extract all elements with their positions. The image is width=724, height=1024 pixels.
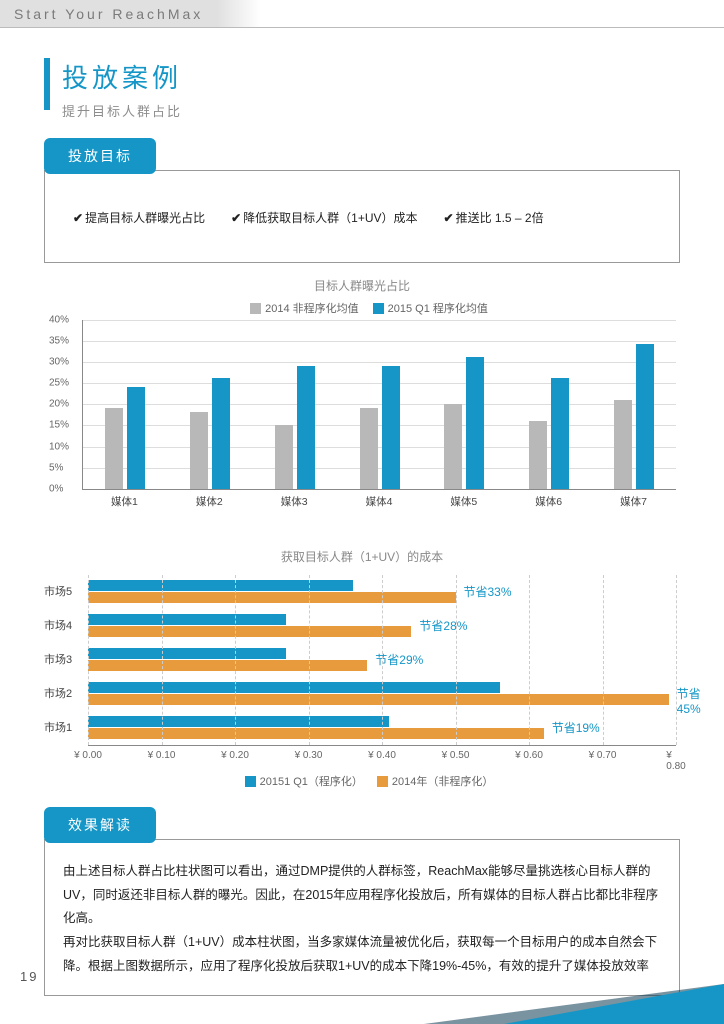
result-box: 由上述目标人群占比柱状图可以看出，通过DMP提供的人群标签，ReachMax能够… <box>44 839 680 996</box>
goal-section-label: 投放目标 <box>44 138 156 174</box>
savings-label: 节省45% <box>677 685 701 716</box>
bar-2014 <box>360 408 378 489</box>
chart2-legend: 20151 Q1（程序化） 2014年（非程序化） <box>44 773 680 789</box>
legend-label: 2015 Q1 程序化均值 <box>388 303 488 315</box>
page-content: 投放案例 提升目标人群占比 投放目标 提高目标人群曝光占比 降低获取目标人群（1+… <box>0 28 724 996</box>
bar-2014 <box>529 421 547 489</box>
hbar-nonprogrammatic <box>88 660 367 671</box>
bar-2014 <box>444 404 462 489</box>
bar-2015 <box>212 378 230 489</box>
yaxis-tick: 15% <box>49 420 69 431</box>
title-accent-bar <box>44 58 50 110</box>
yaxis-tick: 35% <box>49 335 69 346</box>
xaxis-tick: ¥ 0.00 <box>74 750 102 761</box>
bar-2015 <box>551 378 569 489</box>
bar-chart-cost: 市场5节省33%市场4节省28%市场3节省29%市场2节省45%市场1节省19% <box>88 575 676 745</box>
yaxis-tick: 20% <box>49 399 69 410</box>
page-title: 投放案例 <box>62 58 182 95</box>
legend-swatch <box>373 303 384 314</box>
goals-box: 提高目标人群曝光占比 降低获取目标人群（1+UV）成本 推送比 1.5 – 2倍 <box>44 170 680 263</box>
yaxis-tick: 40% <box>49 314 69 325</box>
yaxis-tick: 市场5 <box>44 583 72 599</box>
document-header: Start Your ReachMax <box>0 0 724 28</box>
yaxis-tick: 25% <box>49 378 69 389</box>
xaxis-tick: ¥ 0.70 <box>589 750 617 761</box>
xaxis-tick: ¥ 0.80 <box>666 750 685 772</box>
goal-item: 降低获取目标人群（1+UV）成本 <box>231 207 417 230</box>
bar-2014 <box>190 412 208 489</box>
yaxis-tick: 0% <box>49 483 63 494</box>
hbar-programmatic <box>88 648 286 659</box>
xaxis-tick: 媒体2 <box>196 494 223 509</box>
bar-2014 <box>275 425 293 489</box>
bar-2014 <box>614 400 632 489</box>
hbar-programmatic <box>88 716 389 727</box>
hbar-programmatic <box>88 682 500 693</box>
chart1-legend: 2014 非程序化均值 2015 Q1 程序化均值 <box>44 300 680 316</box>
yaxis-tick: 5% <box>49 462 63 473</box>
hbar-nonprogrammatic <box>88 592 456 603</box>
chart1-xaxis: 媒体1 媒体2 媒体3 媒体4 媒体5 媒体6 媒体7 <box>82 490 676 508</box>
xaxis-tick: ¥ 0.10 <box>148 750 176 761</box>
hbar-nonprogrammatic <box>88 694 669 705</box>
yaxis-tick: 30% <box>49 357 69 368</box>
yaxis-tick: 市场3 <box>44 651 72 667</box>
page-number: 19 <box>20 969 38 984</box>
xaxis-tick: 媒体5 <box>450 494 477 509</box>
hbar-programmatic <box>88 614 286 625</box>
legend-swatch <box>377 776 388 787</box>
xaxis-tick: ¥ 0.30 <box>295 750 323 761</box>
savings-label: 节省33% <box>464 583 512 600</box>
xaxis-tick: 媒体7 <box>620 494 647 509</box>
hbar-nonprogrammatic <box>88 728 544 739</box>
chart1-title: 目标人群曝光占比 <box>44 277 680 294</box>
bar-2015 <box>127 387 145 489</box>
xaxis-tick: ¥ 0.20 <box>221 750 249 761</box>
yaxis-tick: 市场1 <box>44 719 72 735</box>
bar-2014 <box>105 408 123 489</box>
yaxis-tick: 市场4 <box>44 617 72 633</box>
bar-2015 <box>382 366 400 489</box>
xaxis-tick: ¥ 0.60 <box>515 750 543 761</box>
hbar-programmatic <box>88 580 353 591</box>
page-subtitle: 提升目标人群占比 <box>62 101 182 120</box>
legend-swatch <box>245 776 256 787</box>
footer-triangle-blue <box>504 984 724 1024</box>
bar-2015 <box>466 357 484 489</box>
savings-label: 节省28% <box>419 617 467 634</box>
legend-label: 20151 Q1（程序化） <box>260 776 363 788</box>
xaxis-tick: 媒体3 <box>281 494 308 509</box>
bar-chart-exposure: 0%5%10%15%20%25%30%35%40% <box>82 320 676 490</box>
yaxis-tick: 市场2 <box>44 685 72 701</box>
chart2-xaxis: ¥ 0.00¥ 0.10¥ 0.20¥ 0.30¥ 0.40¥ 0.50¥ 0.… <box>88 745 676 767</box>
goal-item: 提高目标人群曝光占比 <box>73 207 205 230</box>
legend-label: 2014年（非程序化） <box>392 776 493 788</box>
xaxis-tick: ¥ 0.40 <box>368 750 396 761</box>
bar-2015 <box>636 344 654 489</box>
xaxis-tick: 媒体1 <box>111 494 138 509</box>
xaxis-tick: ¥ 0.50 <box>442 750 470 761</box>
goal-item: 推送比 1.5 – 2倍 <box>444 207 544 230</box>
xaxis-tick: 媒体6 <box>535 494 562 509</box>
yaxis-tick: 10% <box>49 441 69 452</box>
legend-swatch <box>250 303 261 314</box>
hbar-nonprogrammatic <box>88 626 411 637</box>
result-section-label: 效果解读 <box>44 807 156 843</box>
legend-label: 2014 非程序化均值 <box>265 303 359 315</box>
chart2-title: 获取目标人群（1+UV）的成本 <box>44 548 680 565</box>
savings-label: 节省19% <box>552 719 600 736</box>
xaxis-tick: 媒体4 <box>366 494 393 509</box>
bar-2015 <box>297 366 315 489</box>
